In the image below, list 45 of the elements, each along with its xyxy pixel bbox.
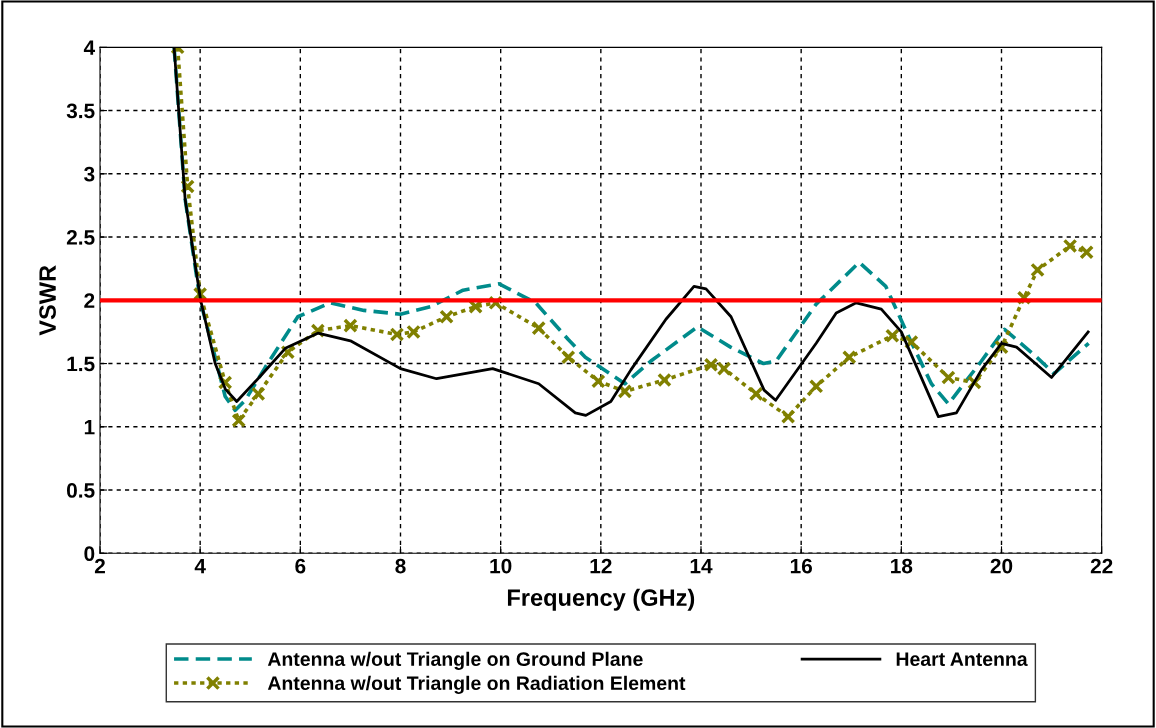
y-tick-label: 0 <box>84 546 95 562</box>
x-tick-label: 12 <box>590 558 612 574</box>
point <box>343 318 358 333</box>
y-tick-label: 4 <box>83 40 96 55</box>
point <box>780 409 796 424</box>
point <box>250 386 266 402</box>
point <box>560 349 576 365</box>
point <box>904 334 919 350</box>
x-tick-label: 14 <box>690 558 713 574</box>
y-tick-label: 0.5 <box>67 483 95 498</box>
x-tick-label: 10 <box>490 558 512 574</box>
legend-label: Antenna w/out Triangle on Radiation Element <box>267 675 686 694</box>
legend-label: Antenna w/out Triangle on Ground Plane <box>267 651 643 670</box>
y-tick-label: 1.5 <box>67 356 95 372</box>
point <box>1079 244 1094 260</box>
y-tick-label: 1 <box>84 420 95 435</box>
point <box>885 328 900 344</box>
y-axis-title: VSWR <box>39 265 56 336</box>
point <box>389 327 405 342</box>
x-tick-label: 22 <box>1090 558 1113 574</box>
point <box>531 320 547 336</box>
x-tick-label: 6 <box>295 558 306 574</box>
y-tick-label: 3 <box>84 166 95 182</box>
point <box>1062 238 1078 254</box>
point <box>748 386 764 402</box>
x-tick-label: 8 <box>395 558 406 574</box>
point <box>841 349 857 365</box>
legend-label: Heart Antenna <box>896 652 1028 667</box>
x-tick-label: 2 <box>94 558 105 574</box>
point <box>591 373 606 389</box>
point <box>406 324 421 340</box>
point <box>657 372 672 388</box>
x-tick-label: 4 <box>194 558 206 574</box>
x-tick-label: 20 <box>990 558 1013 574</box>
x-axis-title: Frequency (GHz) <box>507 588 695 611</box>
point <box>1030 262 1045 278</box>
point <box>439 309 454 325</box>
point <box>808 379 824 394</box>
point <box>941 370 956 385</box>
y-tick-label: 2.5 <box>66 230 95 245</box>
y-tick-label: 2 <box>84 293 95 308</box>
y-tick-label: 3.5 <box>66 103 95 119</box>
x-tick-label: 18 <box>891 558 913 574</box>
x-tick-label: 16 <box>790 558 812 574</box>
point <box>231 413 247 428</box>
